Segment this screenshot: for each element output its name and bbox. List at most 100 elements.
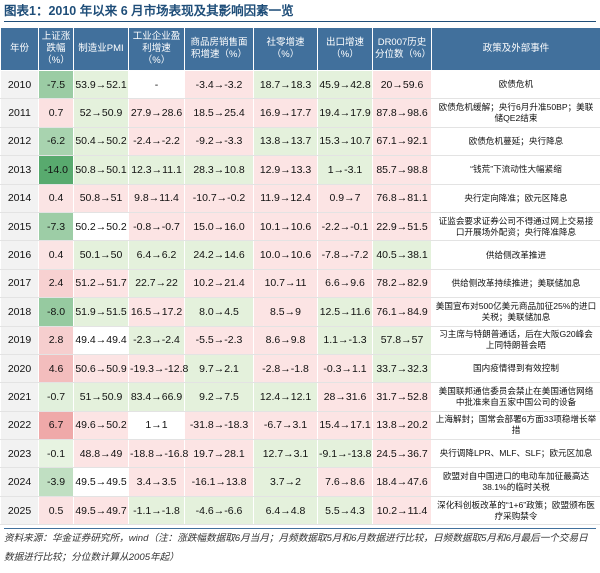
data-cell: 6.4→6.2: [128, 240, 185, 270]
data-cell: -0.1: [38, 439, 74, 469]
table-row: 2022 6.7 49.6→50.2 1→1 -31.8→-18.3 -6.7→3.1 15…: [0, 410, 600, 441]
data-cell: 0.7: [38, 98, 74, 128]
data-cell: -19.3→-12.8: [128, 353, 188, 384]
data-cell: 22.9→51.5: [372, 211, 432, 242]
data-cell: 51.9→51.5: [73, 297, 129, 327]
event-cell: 欧盟对自中国进口的电动车加征最高达38.1%的临时关税: [431, 467, 600, 497]
data-cell: -2.4→-2.2: [128, 126, 185, 157]
data-cell: 12.4→12.1: [253, 382, 318, 412]
data-cell: 10.2→21.4: [184, 268, 254, 299]
data-cell: -3.9: [38, 467, 74, 497]
data-cell: -9.1→-13.8: [317, 439, 373, 469]
data-cell: -7.3: [38, 211, 74, 242]
data-cell: -14.0: [38, 155, 74, 185]
title: 图表1：2010 年以来 6 月市场表现及其影响因素一览: [4, 2, 596, 22]
year-cell: 2018: [0, 297, 39, 327]
data-cell: 1.1→-1.3: [317, 325, 373, 355]
data-cell: -9.2→-3.3: [184, 126, 254, 157]
table-row: 2010 -7.5 53.9→52.1- -3.4→-3.2 18.7→18.3 45.9…: [0, 69, 600, 100]
table: 年份 上证涨跌幅（%） 制造业PMI 工业企业盈利增速（%） 商品房销售面积增速（%）社…: [0, 27, 600, 526]
data-cell: 51→50.9: [73, 382, 129, 412]
data-cell: 11.9→12.4: [253, 183, 318, 213]
year-cell: 2024: [0, 467, 39, 497]
data-cell: 1→1: [128, 410, 185, 441]
data-cell: -0.8→-0.7: [128, 211, 185, 242]
table-row: 2025 0.5 49.5→49.7 -1.1→-1.8 -4.6→-6.6 6.4→4.…: [0, 495, 600, 526]
data-cell: -1.1→-1.8: [128, 495, 185, 526]
data-cell: 0.4: [38, 240, 74, 270]
year-cell: 2014: [0, 183, 39, 213]
data-cell: -6.7→3.1: [253, 410, 318, 441]
table-row: 2024 -3.9 49.5→49.5 3.4→3.5 -16.1→13.8 3.7→2 7…: [0, 467, 600, 497]
table-row: 2012 -6.2 50.4→50.2 -2.4→-2.2 -9.2→-3.3 13.8→…: [0, 126, 600, 157]
data-cell: 51.2→51.7: [73, 268, 129, 299]
event-cell: 欧债危机缓解；央行6月升准50BP；美联储QE2结束: [431, 98, 600, 128]
data-cell: 13.8→13.7: [253, 126, 318, 157]
table-row: 2016 0.4 50.1→50 6.4→6.2 24.2→14.6 10.0→10.6-…: [0, 240, 600, 270]
data-cell: 10.0→10.6: [253, 240, 318, 270]
table-row: 2018 -8.0 51.9→51.5 16.5→17.2 8.0→4.5 8.5→9 12…: [0, 297, 600, 327]
event-cell: 欧债危机蔓延；央行降息: [431, 126, 600, 157]
data-cell: 6.7: [38, 410, 74, 441]
data-cell: 53.9→52.1: [73, 69, 129, 100]
year-cell: 2017: [0, 268, 39, 299]
data-cell: 49.5→49.5: [73, 467, 129, 497]
data-cell: 15.0→16.0: [184, 211, 254, 242]
data-cell: 49.4→49.4: [73, 325, 129, 355]
event-cell: 国内疫情得到有效控制: [431, 353, 600, 384]
data-cell: 76.1→84.9: [372, 297, 432, 327]
data-cell: -8.0: [38, 297, 74, 327]
data-cell: 9.7→2.1: [184, 353, 254, 384]
event-cell: 央行定向降准；欧元区降息: [431, 183, 600, 213]
data-cell: 49.5→49.7: [73, 495, 129, 526]
data-cell: -0.7: [38, 382, 74, 412]
data-cell: -2.3→-2.4: [128, 325, 185, 355]
data-cell: 12.9→13.3: [253, 155, 318, 185]
data-cell: 50.8→50.1: [73, 155, 129, 185]
data-cell: 7.6→8.6: [317, 467, 373, 497]
year-cell: 2013: [0, 155, 39, 185]
data-cell: 22.7→22: [128, 268, 185, 299]
data-cell: 10.7→11: [253, 268, 318, 299]
event-cell: 证监会要求证券公司不得通过网上交易接口开展场外配资；央行降准降息: [431, 211, 600, 242]
header-cell: 商品房销售面积增速（%）: [184, 27, 254, 71]
year-cell: 2023: [0, 439, 39, 469]
data-cell: 15.4→17.1: [317, 410, 373, 441]
data-cell: 12.7→3.1: [253, 439, 318, 469]
year-cell: 2020: [0, 353, 39, 384]
event-cell: 上海解封；国常会部署6方面33项稳增长举措: [431, 410, 600, 441]
table-row: 2017 2.4 51.2→51.7 22.7→22 10.2→21.4 10.7→11 6…: [0, 268, 600, 299]
data-cell: 13.8→20.2: [372, 410, 432, 441]
data-cell: -31.8→-18.3: [184, 410, 254, 441]
header-cell: 制造业PMI: [73, 27, 129, 71]
data-cell: 20→59.6: [372, 69, 432, 100]
data-cell: 18.4→47.6: [372, 467, 432, 497]
event-cell: 供给侧改革推进: [431, 240, 600, 270]
table-body: 2010 -7.5 53.9→52.1- -3.4→-3.2 18.7→18.3 45.9…: [0, 69, 600, 526]
data-cell: -7.5: [38, 69, 74, 100]
data-cell: 0.4: [38, 183, 74, 213]
data-cell: 15.3→10.7: [317, 126, 373, 157]
header-cell: 上证涨跌幅（%）: [38, 27, 74, 71]
data-cell: 9.2→7.5: [184, 382, 254, 412]
year-cell: 2015: [0, 211, 39, 242]
year-cell: 2010: [0, 69, 39, 100]
data-cell: 28.3→10.8: [184, 155, 254, 185]
data-cell: 76.8→81.1: [372, 183, 432, 213]
data-cell: -2.2→-0.1: [317, 211, 373, 242]
data-cell: -7.8→-7.2: [317, 240, 373, 270]
data-cell: 2.8: [38, 325, 74, 355]
header-cell: 出口增速（%）: [317, 27, 373, 71]
data-cell: -4.6→-6.6: [184, 495, 254, 526]
data-cell: 5.5→4.3: [317, 495, 373, 526]
table-row: 2020 4.6 50.6→50.9 -19.3→-12.8 9.7→2.1 -2.8→-…: [0, 353, 600, 384]
data-cell: 19.7→28.1: [184, 439, 254, 469]
data-cell: -: [128, 69, 185, 100]
data-cell: -18.8→-16.8: [128, 439, 188, 469]
data-cell: 4.6: [38, 353, 74, 384]
table-row: 2015 -7.3 50.2→50.2 -0.8→-0.7 15.0→16.0 10.1→…: [0, 211, 600, 242]
data-cell: 85.7→98.8: [372, 155, 432, 185]
table-row: 2023 -0.1 48.8→49 -18.8→-16.8 19.7→28.1 12.7→…: [0, 439, 600, 469]
data-cell: -6.2: [38, 126, 74, 157]
